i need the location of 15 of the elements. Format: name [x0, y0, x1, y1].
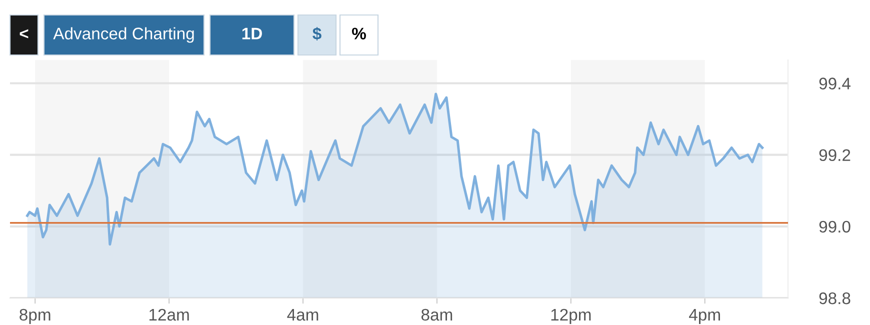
- x-tick-label: 8am: [421, 308, 452, 321]
- text: Advanced Charting: [53, 27, 194, 43]
- y-tick-label: 99.0: [819, 220, 850, 233]
- text: <: [20, 29, 28, 38]
- text: $: [312, 26, 322, 41]
- x-tick-label: 4pm: [689, 309, 720, 324]
- x-tick-label: 12pm: [551, 308, 591, 324]
- y-tick-label: 99.2: [819, 149, 850, 162]
- text: %: [352, 28, 366, 40]
- y-tick-label: 99.4: [819, 78, 851, 90]
- x-tick-label: 8pm: [20, 308, 50, 324]
- y-tick-label: 98.8: [819, 292, 850, 304]
- text: 1D: [242, 28, 262, 40]
- x-tick-label: 12am: [149, 308, 189, 321]
- x-tick-label: 4am: [287, 309, 318, 321]
